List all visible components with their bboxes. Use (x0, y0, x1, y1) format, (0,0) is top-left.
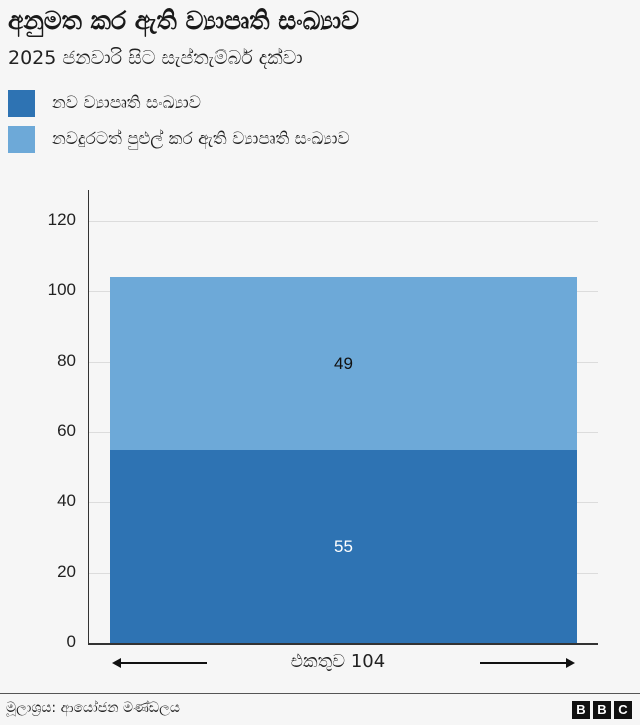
ytick-label: 20 (57, 562, 76, 581)
x-axis-line (88, 643, 598, 645)
chart-title: අනුමත කර ඇති ව්‍යාපෘති සංඛ්‍යාව (8, 6, 360, 35)
legend-label: නව ව්‍යාපෘති සංඛ්‍යාව (52, 93, 201, 113)
total-label: එකතුව 104 (290, 651, 386, 672)
chart-subtitle: 2025 ජනවාරි සිට සැප්තැම්බර් දක්වා (8, 47, 303, 69)
legend-swatch-dark-blue (8, 89, 35, 117)
arrow-right-icon (480, 658, 575, 668)
ytick-label: 120 (47, 210, 76, 229)
gridline-120 (88, 221, 598, 222)
source-text: මූලාශ්‍රය: ආයෝජන මණ්ඩලය (6, 700, 180, 716)
ytick-label: 80 (57, 351, 76, 370)
ytick-label: 0 (66, 632, 76, 651)
legend-label: නවදුරටත් පුළුල් කර ඇති ව්‍යාපෘති සංඛ්‍යා… (52, 129, 350, 149)
ytick-label: 100 (47, 280, 76, 299)
bbc-logo-letter: B (593, 701, 611, 719)
legend-swatch-light-blue (8, 125, 35, 153)
ytick-label: 40 (57, 491, 76, 510)
legend-item-new-projects: නව ව්‍යාපෘති සංඛ්‍යාව (8, 89, 201, 117)
bbc-logo: B B C (572, 701, 632, 719)
bbc-logo-letter: B (572, 701, 590, 719)
bar-value-label: 55 (334, 536, 353, 556)
y-axis-line (88, 190, 89, 644)
footer-divider (0, 693, 640, 694)
bar-segment-expanded: 49 (110, 277, 577, 450)
ytick-label: 60 (57, 421, 76, 440)
legend-item-expanded-projects: නවදුරටත් පුළුල් කර ඇති ව්‍යාපෘති සංඛ්‍යා… (8, 125, 350, 153)
bbc-logo-letter: C (614, 701, 632, 719)
bar-value-label: 49 (334, 353, 353, 373)
arrow-left-icon (112, 658, 207, 668)
bar-segment-new: 55 (110, 450, 577, 643)
